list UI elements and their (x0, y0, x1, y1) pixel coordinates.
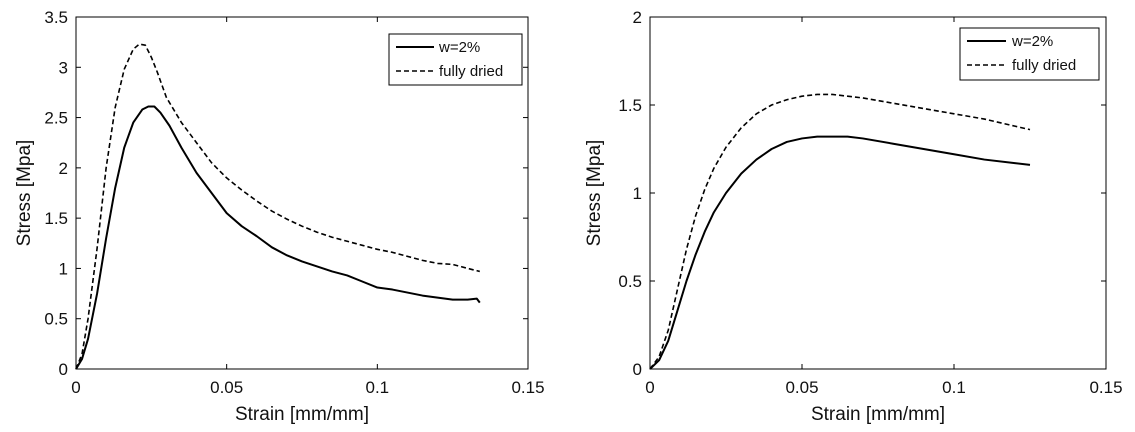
chart-1: 0 0.05 0.1 0.15 0 0.5 1 1.5 2 2.5 3 3.5 … (14, 8, 545, 425)
chart-1-x-tick-label: 0.15 (511, 378, 544, 397)
chart-1-y-tick-label: 0.5 (44, 310, 68, 329)
chart-1-ticks (75, 16, 529, 370)
chart-2-x-tick-label: 0.1 (942, 378, 966, 397)
chart-2: 0 0.05 0.1 0.15 0 0.5 1 1.5 2 Strain [mm… (584, 8, 1123, 425)
chart-2-x-tick-label: 0.05 (785, 378, 818, 397)
chart-1-y-tick-label: 3 (59, 58, 68, 77)
chart-1-x-tick-label: 0.1 (366, 378, 390, 397)
chart-1-x-tick-label: 0.05 (210, 378, 243, 397)
chart-2-x-tick-label: 0.15 (1089, 378, 1122, 397)
chart-2-legend-box (959, 27, 1100, 81)
chart-2-y-tick-label: 2 (633, 8, 642, 27)
chart-1-y-tick-label: 0 (59, 360, 68, 379)
chart-2-y-tick-label: 1.5 (618, 96, 642, 115)
chart-2-x-tick-label: 0 (645, 378, 654, 397)
chart-1-y-tick-label: 3.5 (44, 8, 68, 27)
chart-1-y-axis-label: Stress [Mpa] (14, 140, 35, 247)
chart-2-series-line-w2 (649, 135, 1031, 370)
chart-2-x-axis-label: Strain [mm/mm] (811, 404, 945, 425)
chart-1-y-tick-label: 1.5 (44, 209, 68, 228)
chart-2-legend-label-dried: fully dried (1012, 57, 1076, 74)
chart-1-y-tick-label: 2 (59, 159, 68, 178)
chart-1-series-line-fully-dried (75, 43, 480, 370)
chart-1-lines (75, 43, 481, 370)
chart-1-series-line-w2 (75, 105, 481, 370)
chart-2-legend-label-w2: w=2% (1011, 33, 1053, 50)
chart-1-y-tick-label: 1 (59, 259, 68, 278)
chart-2-y-tick-label: 1 (633, 184, 642, 203)
chart-2-y-tick-label: 0 (633, 360, 642, 379)
chart-1-legend-label-w2: w=2% (438, 39, 480, 56)
chart-1-legend-box (388, 33, 523, 86)
chart-1-x-tick-label: 0 (71, 378, 80, 397)
chart-2-legend: w=2% fully dried (959, 27, 1100, 81)
chart-2-y-axis-label: Stress [Mpa] (584, 140, 605, 247)
chart-2-ticks (649, 16, 1107, 370)
chart-1-legend-label-dried: fully dried (439, 63, 503, 80)
chart-1-x-axis-label: Strain [mm/mm] (235, 404, 369, 425)
chart-2-series-line-fully-dried (649, 93, 1031, 370)
chart-2-y-tick-label: 0.5 (618, 272, 642, 291)
chart-1-legend: w=2% fully dried (388, 33, 523, 86)
chart-1-y-tick-label: 2.5 (44, 109, 68, 128)
chart-2-lines (649, 93, 1031, 370)
